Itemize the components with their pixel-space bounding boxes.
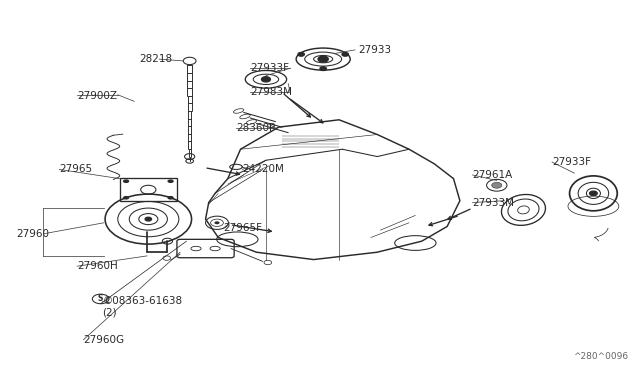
Circle shape (298, 52, 305, 56)
Circle shape (318, 56, 328, 62)
Circle shape (214, 221, 220, 224)
Text: 27933: 27933 (358, 45, 391, 55)
Text: 27961A: 27961A (472, 170, 513, 180)
Circle shape (168, 196, 173, 200)
Text: 27960H: 27960H (77, 261, 118, 271)
Text: 27900Z: 27900Z (77, 91, 117, 101)
Circle shape (320, 67, 326, 71)
Circle shape (492, 182, 502, 188)
Text: 27960: 27960 (16, 229, 49, 239)
Circle shape (262, 77, 271, 82)
Text: 27965F: 27965F (223, 223, 262, 233)
Text: 27983M: 27983M (250, 87, 292, 97)
Text: 28360P: 28360P (236, 123, 275, 133)
Text: ^280^0096: ^280^0096 (573, 352, 628, 361)
Text: S: S (98, 294, 103, 304)
Circle shape (123, 196, 129, 200)
Text: 27960G: 27960G (83, 335, 125, 345)
Text: 27933M: 27933M (472, 198, 515, 208)
Text: 27933F: 27933F (250, 63, 289, 73)
Text: 27933F: 27933F (552, 157, 591, 167)
Circle shape (123, 179, 129, 183)
Text: 27965: 27965 (60, 164, 92, 174)
Bar (120, 177, 177, 202)
Circle shape (168, 179, 173, 183)
Text: 24220M: 24220M (243, 164, 284, 174)
Text: 28218: 28218 (139, 54, 172, 64)
Circle shape (145, 217, 152, 221)
Circle shape (589, 191, 597, 196)
Text: ©08363-61638
(2): ©08363-61638 (2) (102, 296, 182, 317)
Circle shape (342, 52, 348, 56)
